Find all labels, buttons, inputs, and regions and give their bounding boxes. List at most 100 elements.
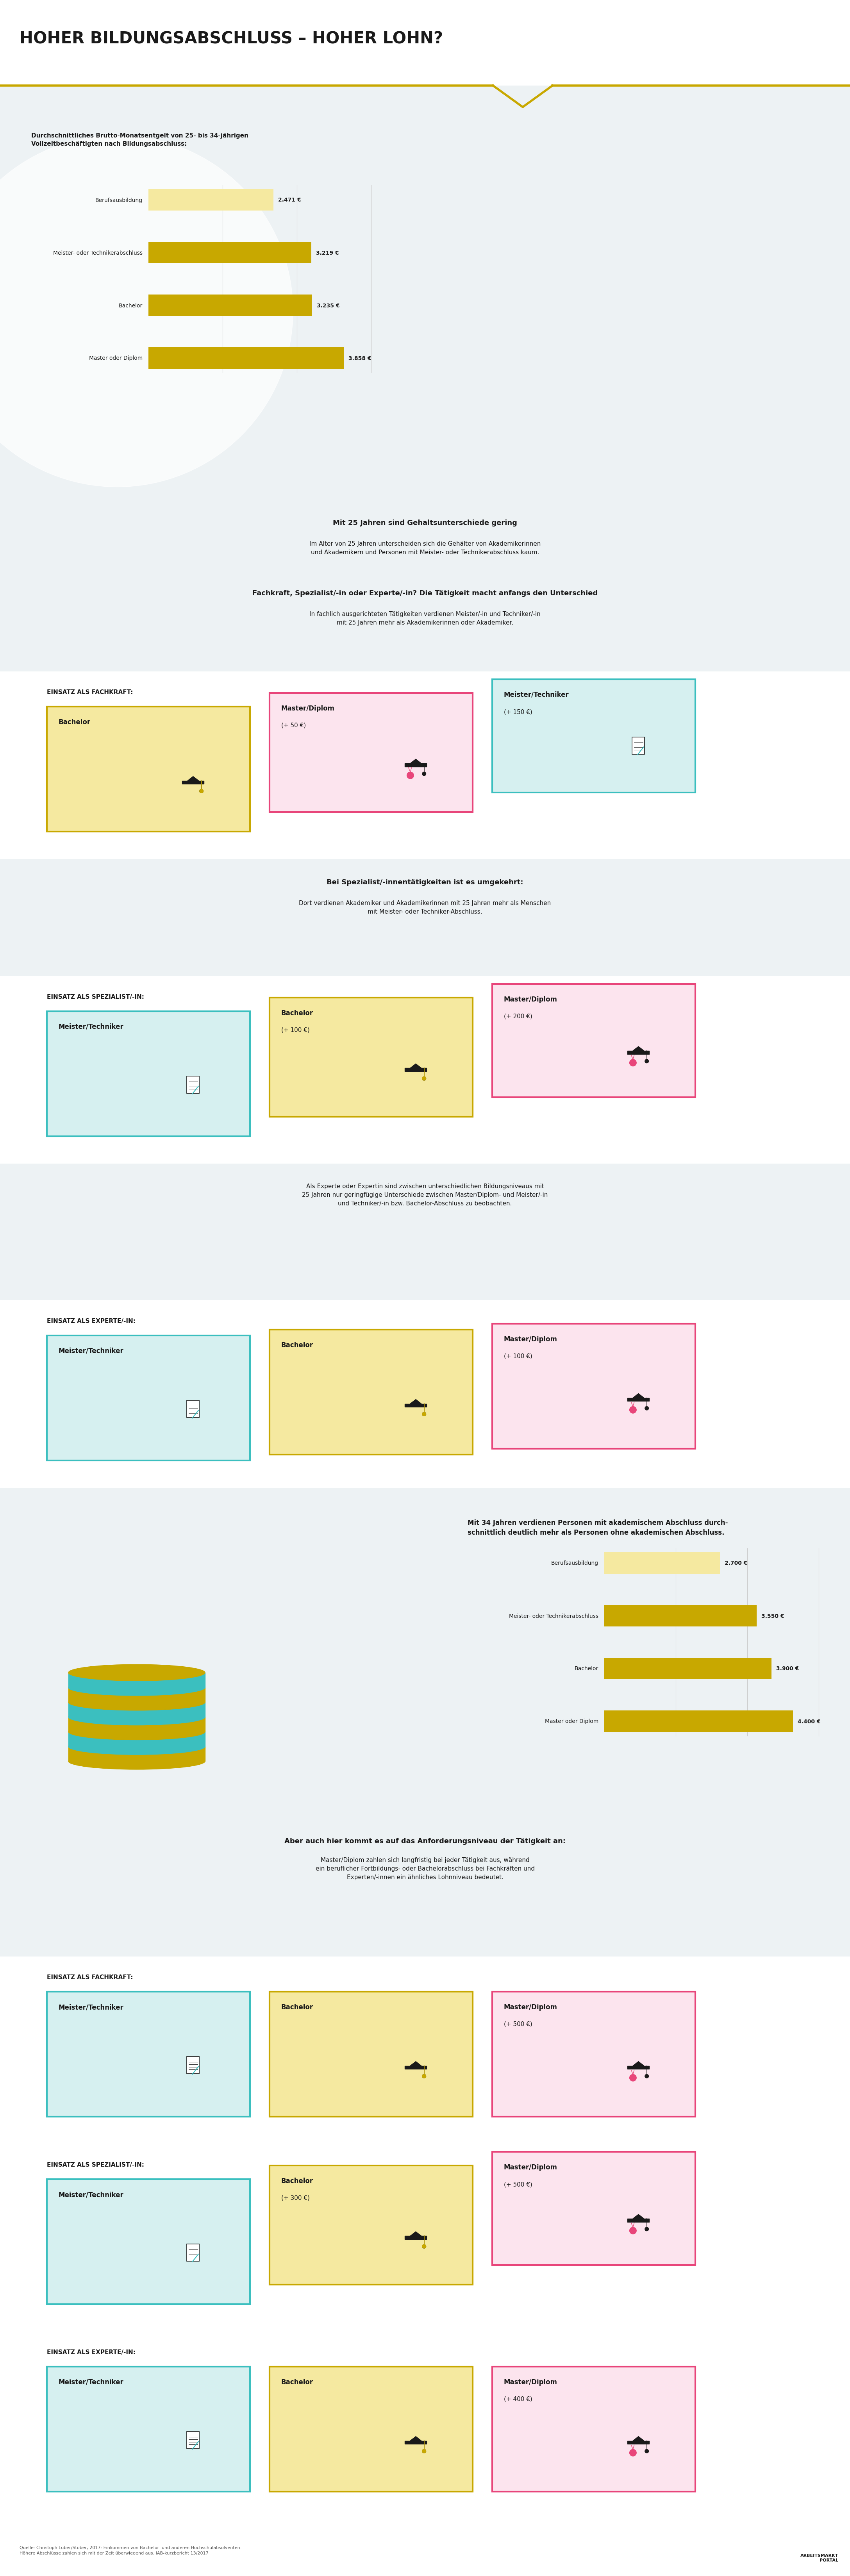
Polygon shape (411, 2437, 422, 2445)
FancyBboxPatch shape (149, 191, 274, 211)
Bar (187, 1401, 200, 1417)
Text: 3.858 €: 3.858 € (348, 355, 371, 361)
Circle shape (645, 2450, 649, 2452)
Text: Bachelor: Bachelor (281, 1010, 314, 1018)
Circle shape (422, 2244, 426, 2249)
Text: Master/Diplom: Master/Diplom (504, 2378, 558, 2385)
Text: Bachelor: Bachelor (281, 2004, 314, 2009)
Text: (+ 500 €): (+ 500 €) (504, 2182, 532, 2187)
Circle shape (630, 1406, 637, 1414)
FancyBboxPatch shape (47, 2367, 250, 2491)
Circle shape (645, 1406, 649, 1409)
Circle shape (407, 773, 414, 778)
FancyBboxPatch shape (492, 2151, 695, 2264)
FancyBboxPatch shape (0, 1164, 850, 1301)
Bar (627, 2218, 649, 2223)
FancyBboxPatch shape (492, 2367, 695, 2491)
Text: EINSATZ ALS FACHKRAFT:: EINSATZ ALS FACHKRAFT: (47, 690, 133, 696)
FancyBboxPatch shape (269, 1329, 473, 1455)
Bar (627, 2066, 649, 2069)
FancyBboxPatch shape (0, 2331, 850, 2519)
Text: (+ 150 €): (+ 150 €) (504, 708, 532, 714)
Text: Mit 25 Jahren sind Gehaltsunterschiede gering: Mit 25 Jahren sind Gehaltsunterschiede g… (333, 520, 517, 526)
Text: Berufsausbildung: Berufsausbildung (95, 198, 143, 204)
FancyBboxPatch shape (0, 860, 850, 976)
Bar (187, 1077, 200, 1095)
Bar (187, 2432, 200, 2450)
Circle shape (422, 773, 426, 775)
Text: Master oder Diplom: Master oder Diplom (545, 1718, 598, 1723)
Bar (68, 1718, 205, 1731)
FancyBboxPatch shape (0, 2143, 850, 2331)
Polygon shape (411, 760, 422, 768)
Bar (68, 1687, 205, 1703)
Text: Bei Spezialist/-innentätigkeiten ist es umgekehrt:: Bei Spezialist/-innentätigkeiten ist es … (326, 878, 524, 886)
FancyBboxPatch shape (149, 348, 343, 368)
Text: Master/Diplom: Master/Diplom (504, 2004, 558, 2009)
Text: Fachkraft, Spezialist/-in oder Experte/-in? Die Tätigkeit macht anfangs den Unte: Fachkraft, Spezialist/-in oder Experte/-… (252, 590, 598, 598)
Bar (187, 2056, 200, 2074)
Text: EINSATZ ALS SPEZIALIST/-IN:: EINSATZ ALS SPEZIALIST/-IN: (47, 2161, 145, 2166)
Bar (627, 1051, 649, 1054)
FancyBboxPatch shape (47, 1012, 250, 1136)
Circle shape (0, 137, 293, 487)
Polygon shape (633, 2437, 644, 2445)
FancyBboxPatch shape (492, 680, 695, 793)
FancyBboxPatch shape (604, 1659, 772, 1680)
Ellipse shape (68, 1739, 205, 1754)
Ellipse shape (68, 1680, 205, 1695)
Text: Berufsausbildung: Berufsausbildung (551, 1561, 598, 1566)
Text: EINSATZ ALS FACHKRAFT:: EINSATZ ALS FACHKRAFT: (47, 1973, 133, 1981)
Bar (68, 1703, 205, 1718)
Text: ARBEITSMARKT
PORTAL: ARBEITSMARKT PORTAL (801, 2553, 838, 2563)
Bar (405, 1404, 427, 1406)
Polygon shape (633, 2061, 644, 2069)
Text: In fachlich ausgerichteten Tätigkeiten verdienen Meister/-in und Techniker/-in
m: In fachlich ausgerichteten Tätigkeiten v… (309, 611, 541, 626)
FancyBboxPatch shape (269, 2166, 473, 2285)
Circle shape (422, 2074, 426, 2079)
Text: Master/Diplom: Master/Diplom (504, 2164, 558, 2172)
Text: HOHER BILDUNGSABSCHLUSS – HOHER LOHN?: HOHER BILDUNGSABSCHLUSS – HOHER LOHN? (20, 31, 443, 46)
Circle shape (422, 1077, 426, 1079)
Text: Bachelor: Bachelor (281, 2177, 314, 2184)
Text: Master/Diplom: Master/Diplom (504, 1334, 558, 1342)
Circle shape (645, 1059, 649, 1064)
FancyBboxPatch shape (47, 1334, 250, 1461)
FancyBboxPatch shape (47, 2179, 250, 2303)
Text: EINSATZ ALS EXPERTE/-IN:: EINSATZ ALS EXPERTE/-IN: (47, 1319, 135, 1324)
Polygon shape (633, 2215, 644, 2221)
Text: 2.700 €: 2.700 € (725, 1561, 747, 1566)
Text: Bachelor: Bachelor (281, 2378, 314, 2385)
Text: Als Experte oder Expertin sind zwischen unterschiedlichen Bildungsniveaus mit
25: Als Experte oder Expertin sind zwischen … (302, 1182, 548, 1206)
Text: 3.219 €: 3.219 € (316, 250, 339, 255)
Text: Meister- oder Technikerabschluss: Meister- oder Technikerabschluss (53, 250, 143, 255)
Text: 2.471 €: 2.471 € (278, 198, 301, 204)
Text: Aber auch hier kommt es auf das Anforderungsniveau der Tätigkeit an:: Aber auch hier kommt es auf das Anforder… (285, 1837, 565, 1844)
Circle shape (630, 2450, 637, 2455)
Bar (182, 781, 204, 783)
FancyBboxPatch shape (492, 984, 695, 1097)
Text: Quelle: Christoph Luber/Stöber, 2017: Einkommen von Bachelor- und anderen Hochsc: Quelle: Christoph Luber/Stöber, 2017: Ei… (20, 2545, 241, 2555)
FancyBboxPatch shape (269, 997, 473, 1118)
FancyBboxPatch shape (0, 85, 850, 497)
Circle shape (630, 2228, 637, 2233)
Text: 3.900 €: 3.900 € (776, 1667, 799, 1672)
Circle shape (422, 1077, 426, 1079)
Bar (627, 1399, 649, 1401)
Circle shape (422, 2074, 426, 2079)
FancyBboxPatch shape (0, 1301, 850, 1489)
FancyBboxPatch shape (0, 672, 850, 860)
Text: (+ 100 €): (+ 100 €) (281, 1028, 309, 1033)
FancyBboxPatch shape (47, 706, 250, 832)
Text: (+ 500 €): (+ 500 €) (504, 2022, 532, 2027)
FancyBboxPatch shape (269, 2367, 473, 2491)
FancyBboxPatch shape (0, 0, 850, 85)
Text: (+ 100 €): (+ 100 €) (504, 1352, 532, 1360)
Ellipse shape (68, 1695, 205, 1710)
Text: Dort verdienen Akademiker und Akademikerinnen mit 25 Jahren mehr als Menschen
mi: Dort verdienen Akademiker und Akademiker… (299, 899, 551, 914)
Bar (632, 737, 644, 755)
Text: Meister/Techniker: Meister/Techniker (59, 2378, 124, 2385)
Circle shape (422, 2450, 426, 2452)
Bar (627, 2439, 649, 2445)
FancyBboxPatch shape (0, 976, 850, 1164)
